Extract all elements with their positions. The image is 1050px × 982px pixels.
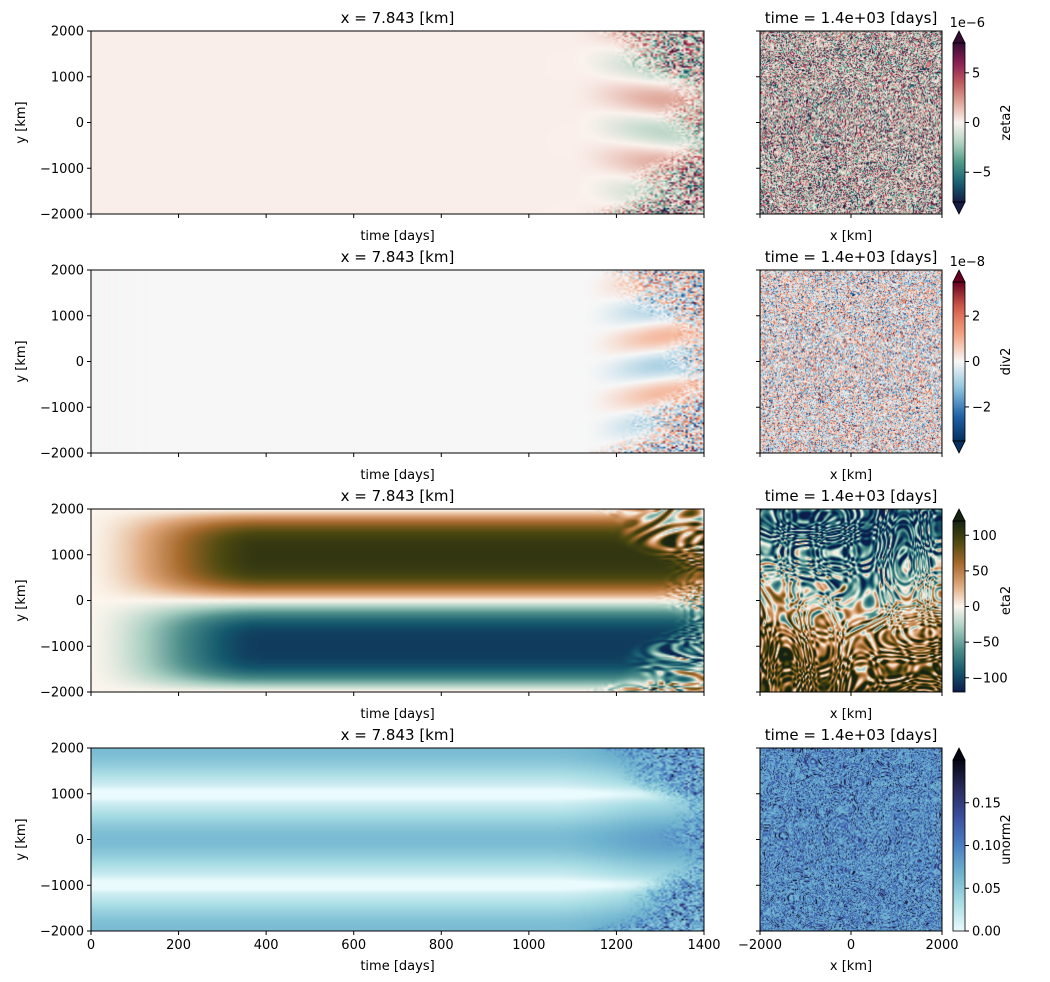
hovmoller-panel-2-heatmap xyxy=(91,270,704,453)
hovmoller-panel-1-ytick-label: −1000 xyxy=(40,162,84,177)
colorbar-eta2-extend-max xyxy=(952,508,966,522)
hovmoller-panel-4-ylabel: y [km] xyxy=(14,818,29,860)
hovmoller-panel-2-xlabel: time [days] xyxy=(360,468,434,483)
snapshot-panel-4-xtick-label: 0 xyxy=(847,938,855,953)
hovmoller-panel-3-ytick-label: 1000 xyxy=(51,548,84,563)
colorbar-eta2-label: eta2 xyxy=(999,586,1014,615)
hovmoller-panel-2-title: x = 7.843 [km] xyxy=(341,248,455,266)
snapshot-panel-4-title: time = 1.4e+03 [days] xyxy=(765,726,938,744)
colorbar-unorm2-tick-label: 0.05 xyxy=(972,882,1001,897)
hovmoller-panel-3-xlabel: time [days] xyxy=(360,707,434,722)
snapshot-panel-4-xlabel: x [km] xyxy=(830,959,872,974)
colorbar-zeta2 xyxy=(953,43,965,202)
hovmoller-panel-2-ytick-label: 2000 xyxy=(51,264,84,279)
hovmoller-panel-4-xtick-label: 1000 xyxy=(512,938,545,953)
colorbar-div2 xyxy=(953,282,965,441)
colorbar-zeta2-extend-max xyxy=(952,30,966,44)
hovmoller-panel-4-xtick-label: 1400 xyxy=(687,938,720,953)
hovmoller-panel-4-xtick-label: 0 xyxy=(87,938,95,953)
snapshot-panel-3-title: time = 1.4e+03 [days] xyxy=(765,487,938,505)
colorbar-div2-tick-label: 0 xyxy=(972,355,980,370)
hovmoller-panel-4-ytick-label: −2000 xyxy=(40,925,84,940)
snapshot-panel-4-xtick-label: −2000 xyxy=(738,938,782,953)
hovmoller-panel-4-title: x = 7.843 [km] xyxy=(341,726,455,744)
snapshot-panel-4-xtick-label: 2000 xyxy=(925,938,958,953)
hovmoller-panel-2-ytick-label: −1000 xyxy=(40,401,84,416)
colorbar-unorm2 xyxy=(953,760,965,931)
colorbar-div2-tick-label: 2 xyxy=(972,310,980,325)
hovmoller-panel-2-ytick-label: 1000 xyxy=(51,309,84,324)
colorbar-zeta2-tick-label: 5 xyxy=(972,66,980,81)
colorbar-unorm2-tick-label: 0.15 xyxy=(972,796,1001,811)
hovmoller-panel-1-ytick-label: 1000 xyxy=(51,70,84,85)
hovmoller-panel-4-ytick-label: −1000 xyxy=(40,879,84,894)
snapshot-panel-3-xlabel: x [km] xyxy=(830,707,872,722)
hovmoller-panel-4-ytick-label: 1000 xyxy=(51,787,84,802)
hovmoller-panel-3-title: x = 7.843 [km] xyxy=(341,487,455,505)
colorbar-unorm2-label: unorm2 xyxy=(999,814,1014,864)
hovmoller-panel-1-title: x = 7.843 [km] xyxy=(341,9,455,27)
colorbar-eta2-tick-label: 50 xyxy=(972,564,989,579)
colorbar-unorm2-tick-label: 0.10 xyxy=(972,839,1001,854)
colorbar-eta2 xyxy=(953,521,965,692)
hovmoller-panel-4-xtick-label: 400 xyxy=(254,938,279,953)
hovmoller-panel-1-ylabel: y [km] xyxy=(14,101,29,143)
colorbar-zeta2-extend-min xyxy=(952,201,966,215)
colorbar-div2-extend-min xyxy=(952,440,966,454)
colorbar-eta2-tick-label: 100 xyxy=(972,529,997,544)
colorbar-unorm2-extend-max xyxy=(952,747,966,761)
hovmoller-panel-3-heatmap xyxy=(91,509,704,692)
hovmoller-panel-1-ytick-label: 0 xyxy=(76,116,84,131)
snapshot-panel-2-xlabel: x [km] xyxy=(830,468,872,483)
snapshot-panel-2-title: time = 1.4e+03 [days] xyxy=(765,248,938,266)
colorbar-zeta2-offset: 1e−6 xyxy=(950,16,985,31)
hovmoller-panel-4-xtick-label: 1200 xyxy=(600,938,633,953)
hovmoller-panel-3-ytick-label: −2000 xyxy=(40,686,84,701)
colorbar-eta2-tick-label: −100 xyxy=(972,671,1008,686)
hovmoller-panel-3-ytick-label: 2000 xyxy=(51,503,84,518)
hovmoller-panel-2-ytick-label: 0 xyxy=(76,355,84,370)
hovmoller-panel-4-xtick-label: 800 xyxy=(429,938,454,953)
hovmoller-panel-1-xlabel: time [days] xyxy=(360,229,434,244)
colorbar-div2-tick-label: −2 xyxy=(972,400,991,415)
hovmoller-panel-1-ytick-label: −2000 xyxy=(40,208,84,223)
colorbar-zeta2-label: zeta2 xyxy=(999,104,1014,140)
hovmoller-panel-2-ytick-label: −2000 xyxy=(40,447,84,462)
hovmoller-panel-2-ylabel: y [km] xyxy=(14,340,29,382)
hovmoller-panel-4-xlabel: time [days] xyxy=(360,959,434,974)
snapshot-panel-4-heatmap xyxy=(760,748,942,931)
colorbar-div2-label: div2 xyxy=(999,348,1014,376)
snapshot-panel-1-xlabel: x [km] xyxy=(830,229,872,244)
hovmoller-panel-3-ytick-label: 0 xyxy=(76,594,84,609)
colorbar-eta2-tick-label: 0 xyxy=(972,600,980,615)
hovmoller-panel-3-ylabel: y [km] xyxy=(14,579,29,621)
colorbar-div2-extend-max xyxy=(952,269,966,283)
hovmoller-panel-1-heatmap xyxy=(91,31,704,214)
snapshot-panel-1-heatmap xyxy=(760,31,942,214)
snapshot-panel-3-heatmap xyxy=(760,509,942,692)
snapshot-panel-2-heatmap xyxy=(760,270,942,453)
colorbar-eta2-tick-label: −50 xyxy=(972,636,999,651)
hovmoller-panel-4-ytick-label: 0 xyxy=(76,833,84,848)
colorbar-unorm2-tick-label: 0.00 xyxy=(972,925,1001,940)
colorbar-zeta2-tick-label: −5 xyxy=(972,166,991,181)
hovmoller-panel-3-ytick-label: −1000 xyxy=(40,640,84,655)
hovmoller-panel-4-heatmap xyxy=(91,748,704,931)
colorbar-div2-offset: 1e−8 xyxy=(950,255,985,270)
snapshot-panel-1-title: time = 1.4e+03 [days] xyxy=(765,9,938,27)
hovmoller-panel-1-ytick-label: 2000 xyxy=(51,25,84,40)
hovmoller-panel-4-ytick-label: 2000 xyxy=(51,742,84,757)
hovmoller-panel-4-xtick-label: 200 xyxy=(166,938,191,953)
colorbar-zeta2-tick-label: 0 xyxy=(972,116,980,131)
hovmoller-panel-4-xtick-label: 600 xyxy=(341,938,366,953)
